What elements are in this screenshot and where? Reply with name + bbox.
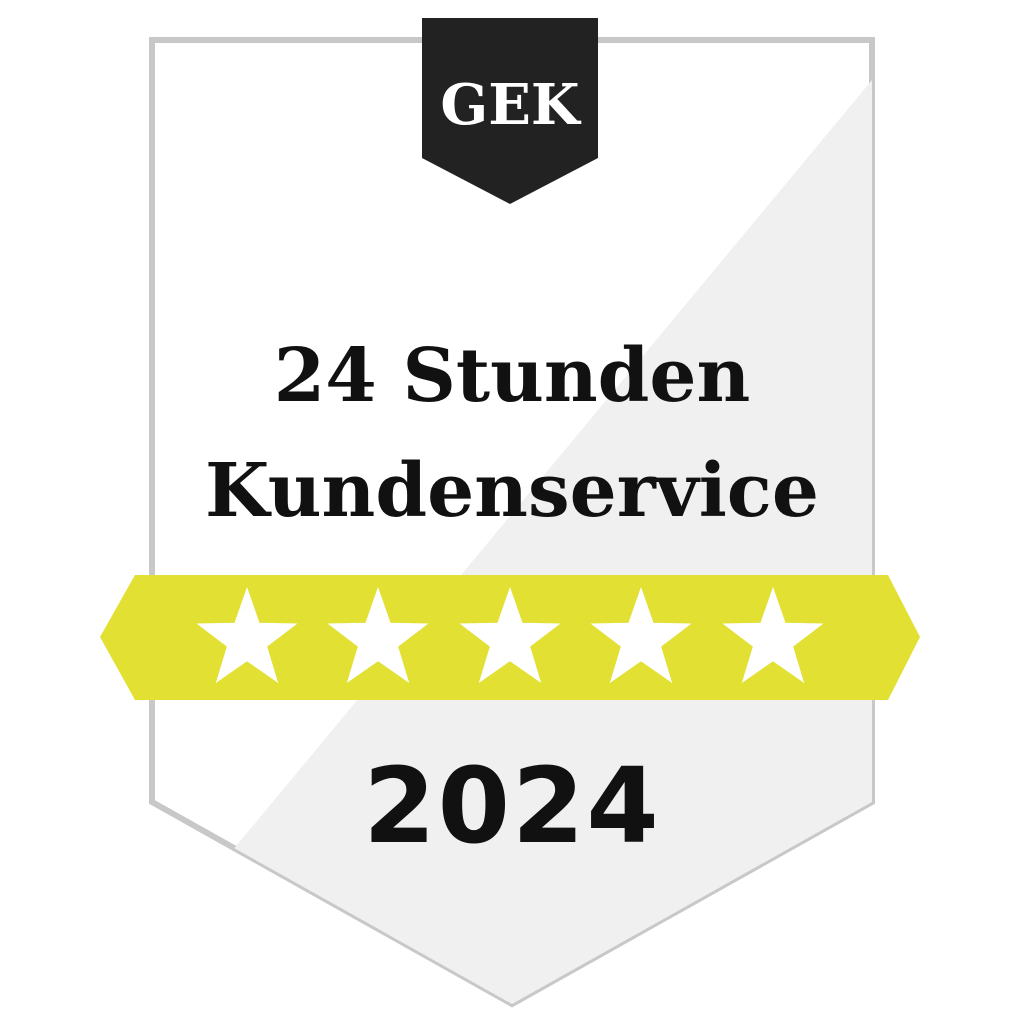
star-icon — [590, 586, 692, 683]
title-line-2: Kundenservice — [205, 448, 819, 534]
year-label: 2024 — [363, 745, 660, 867]
title-line-1: 24 Stunden — [274, 333, 751, 419]
shield-shade — [152, 80, 872, 1004]
star-icon — [722, 586, 824, 683]
tab-label: GEK — [440, 72, 582, 138]
star-icon — [196, 586, 298, 683]
star-icon — [459, 586, 561, 683]
top-tab — [422, 18, 598, 204]
star-rating — [196, 586, 824, 683]
star-icon — [327, 586, 429, 683]
